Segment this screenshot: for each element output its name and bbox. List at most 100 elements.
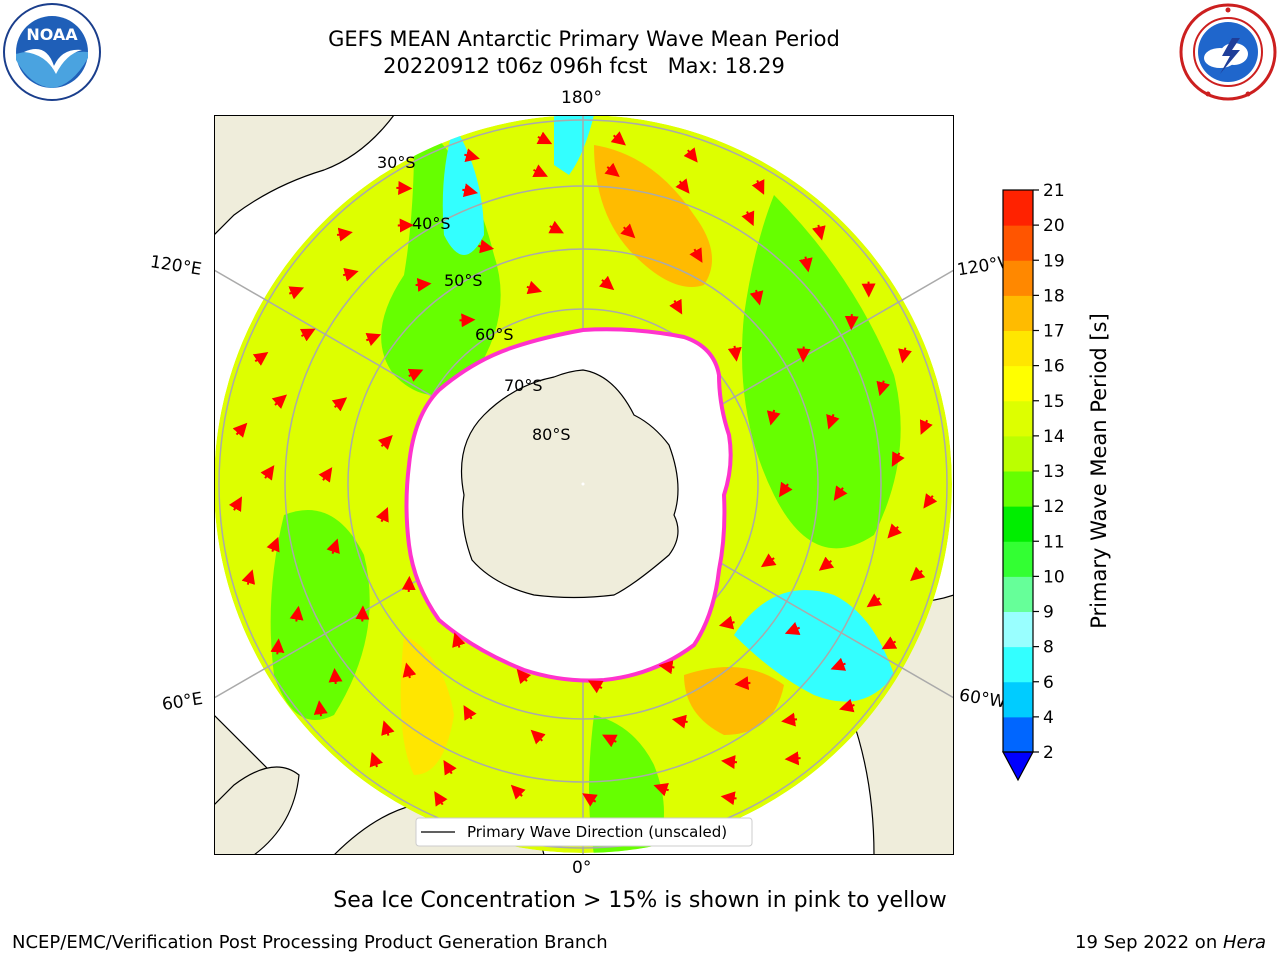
wave-direction-arrow (881, 636, 898, 650)
lat-label-70s: 70°S (504, 376, 543, 395)
sea-ice-note: Sea Ice Concentration > 15% is shown in … (333, 888, 947, 913)
wave-direction-arrow (459, 313, 476, 328)
wave-direction-arrow (923, 493, 938, 509)
colorbar-segment (1003, 400, 1033, 437)
field-band-cyan-top (554, 115, 594, 175)
wave-direction-arrow (526, 280, 543, 295)
colorbar-tick-label: 16 (1043, 357, 1065, 377)
wave-direction-arrow (812, 224, 826, 241)
wave-direction-arrow (478, 239, 495, 254)
wave-direction-arrow (516, 668, 532, 685)
wave-direction-arrow (228, 496, 243, 512)
legend-box (415, 817, 753, 847)
wave-direction-arrow (452, 632, 466, 648)
wave-direction-arrow (658, 660, 675, 675)
colorbar-segment (1003, 716, 1033, 753)
field-band-green-right (742, 195, 901, 549)
colorbar-segment (1003, 471, 1033, 507)
wave-direction-arrow (866, 593, 883, 608)
wave-direction-arrow (876, 380, 890, 397)
wave-direction-arrow (839, 698, 855, 713)
wave-direction-arrow (653, 782, 669, 797)
lon-label-60e: 60°E (160, 688, 205, 716)
south-pole-marker (581, 482, 585, 486)
wave-direction-arrow (798, 256, 813, 273)
wave-direction-arrow (784, 751, 801, 766)
wave-direction-arrow (826, 413, 840, 430)
lon-label-0: 0° (572, 858, 592, 878)
colorbar-tick-label: 12 (1043, 497, 1065, 517)
wave-direction-arrow (587, 680, 604, 694)
lat-label-30s: 30°S (377, 153, 416, 172)
lat-label-group: 30°S 40°S 50°S 60°S 70°S 80°S (377, 153, 571, 444)
wave-direction-arrow (313, 700, 328, 717)
wave-direction-arrows (228, 131, 938, 807)
wave-direction-arrow (734, 676, 751, 691)
map-legend: Primary Wave Direction (unscaled) (415, 817, 753, 847)
field-band-cyan-right (734, 590, 894, 702)
field-band-orange-top (594, 145, 712, 287)
colorbar-tick-label: 14 (1043, 427, 1065, 447)
wave-direction-arrow (818, 556, 835, 571)
wave-direction-arrow (328, 667, 343, 685)
noaa-logo-text: NOAA (26, 25, 78, 44)
title-line-2: 20220912 t06z 096h fcst Max: 18.29 (383, 54, 785, 78)
wave-direction-arrow (760, 553, 777, 568)
wave-direction-arrow (415, 277, 432, 292)
lat-label-60s: 60°S (475, 325, 514, 344)
wave-direction-arrow (369, 751, 383, 768)
wave-direction-arrow (271, 394, 287, 409)
antarctica-continent (460, 369, 679, 599)
wave-direction-arrow (671, 714, 688, 729)
colorbar-segment (1003, 506, 1033, 542)
wave-direction-arrow (898, 347, 912, 364)
lon-label-120e: 120°E (148, 252, 203, 280)
wave-direction-arrow (919, 419, 933, 435)
wave-direction-arrow (381, 720, 395, 736)
wave-direction-arrow (741, 210, 755, 227)
wave-direction-arrow (604, 162, 620, 177)
colorbar-tick-label: 9 (1043, 603, 1054, 623)
wave-direction-arrow (331, 397, 348, 412)
wave-direction-arrow (749, 289, 764, 306)
wave-direction-arrow (833, 485, 848, 501)
field-band-orange-lowerright (684, 667, 784, 735)
colorbar-segment (1003, 260, 1033, 296)
colorbar-tick-label: 6 (1043, 673, 1054, 693)
legend-label: Primary Wave Direction (unscaled) (467, 823, 727, 841)
wave-direction-arrow (464, 148, 480, 162)
wave-direction-arrow (289, 605, 304, 622)
wave-direction-arrow (434, 791, 448, 807)
antarctica-group (404, 327, 733, 683)
wave-direction-arrow (675, 178, 690, 194)
footer-host: Hera (1222, 932, 1266, 953)
title-line-1: GEFS MEAN Antarctic Primary Wave Mean Pe… (328, 27, 840, 51)
land-madagascar (214, 766, 300, 855)
colorbar-segment (1003, 681, 1033, 718)
lat-label-40s: 40°S (412, 214, 451, 233)
wave-direction-arrow (443, 759, 457, 776)
wave-direction-arrow (784, 621, 801, 635)
footer-date: 19 Sep 2022 on Hera (1075, 932, 1266, 953)
wave-direction-arrow (548, 220, 564, 234)
colorbar-tick-label: 2 (1043, 743, 1054, 763)
wave-direction-arrow (510, 784, 526, 800)
wave-direction-arrow (536, 131, 553, 145)
wave-direction-arrow (402, 662, 417, 679)
colorbar-segment (1003, 330, 1033, 367)
colorbar-extend-triangle (1001, 751, 1035, 782)
colorbar-tick-label: 8 (1043, 638, 1054, 658)
wave-direction-arrow (241, 569, 256, 585)
wave-direction-arrow (462, 183, 479, 198)
wave-direction-arrow (598, 275, 615, 291)
colorbar-segment (1003, 611, 1033, 648)
footer-org: NCEP/EMC/Verification Post Processing Pr… (12, 932, 608, 953)
wave-direction-arrow (718, 615, 735, 630)
colorbar-tick-label: 13 (1043, 462, 1065, 482)
colorbar-segment (1003, 225, 1033, 261)
colorbar-segment (1003, 541, 1033, 577)
colorbar-tick-label: 10 (1043, 567, 1065, 587)
wave-direction-arrow (270, 638, 285, 655)
wave-direction-arrow (342, 267, 359, 282)
colorbar-tick-label: 20 (1043, 216, 1065, 236)
